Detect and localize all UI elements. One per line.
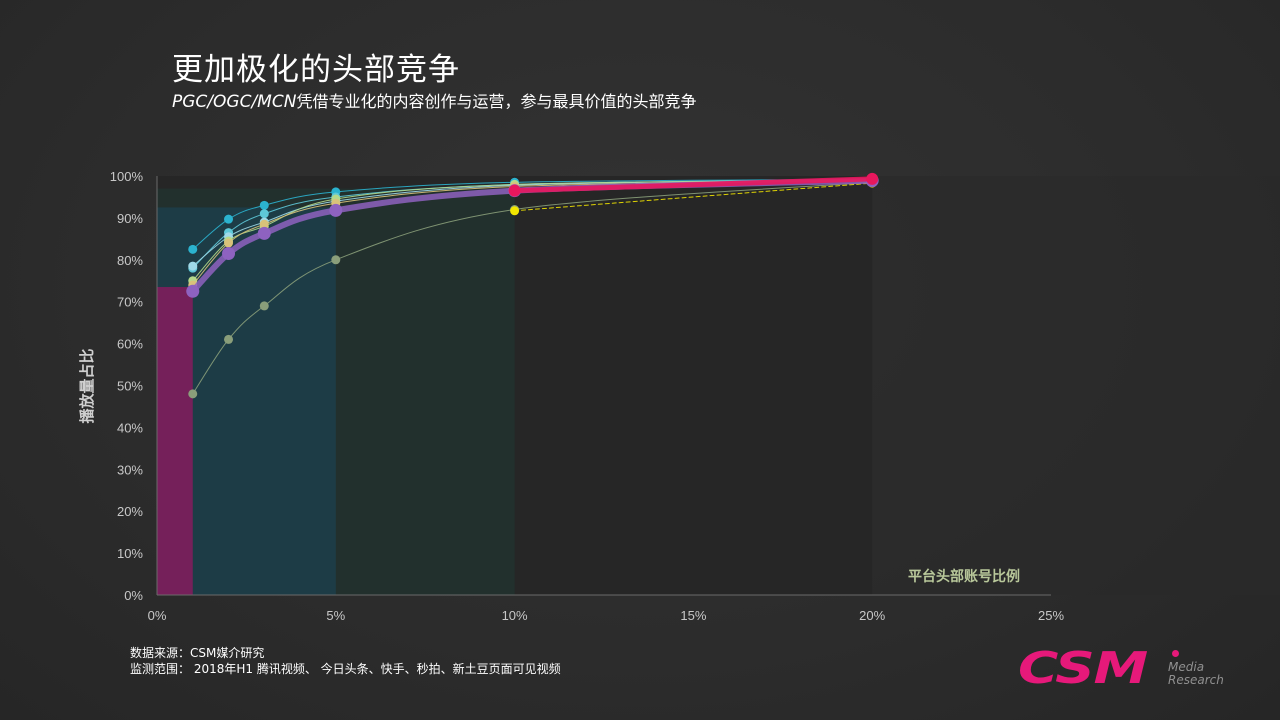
y-tick-label: 50%	[117, 379, 143, 394]
data-point-s2-0	[188, 261, 198, 271]
chart-labels: 0% 10% 20% 30% 40% 50% 60% 70% 80% 90% 100% 0% 5% 10%…	[78, 169, 1064, 623]
highlight-bands	[157, 176, 1280, 596]
data-point-s5-1	[224, 334, 234, 344]
logo-sub-line-1: Media	[1168, 660, 1205, 674]
scope-line: 监测范围： 2018年H1 腾讯视频、 今日头条、快手、秒拍、新土豆页面可见视频	[130, 662, 561, 676]
logo-sub-line-2: Research	[1168, 673, 1224, 687]
x-axis-title: 平台头部账号比例	[908, 568, 1020, 585]
x-tick-label: 5%	[326, 608, 345, 623]
y-tick-label: 60%	[117, 337, 143, 352]
series-line-8	[512, 176, 875, 194]
highlight-band-3	[157, 287, 193, 595]
data-point-s8-1	[866, 172, 879, 185]
x-tick-label: 25%	[1038, 608, 1064, 623]
x-tick-label: 20%	[859, 608, 885, 623]
data-point-s1-2	[259, 209, 269, 219]
logo-sub-text: Media Research	[1168, 661, 1224, 687]
data-point-s0-2	[259, 200, 269, 210]
data-point-s6-0	[510, 206, 520, 216]
data-point-s7-1	[222, 247, 236, 261]
data-point-s7-2	[257, 226, 271, 240]
y-axis-title: 播放量占比	[78, 348, 96, 423]
data-point-s4-2	[259, 219, 269, 229]
data-point-s8-0	[508, 184, 521, 197]
page-title: 更加极化的头部竞争	[172, 52, 460, 88]
y-tick-label: 40%	[117, 420, 143, 435]
data-point-s0-1	[224, 214, 234, 224]
y-tick-label: 90%	[117, 211, 143, 226]
y-tick-label: 10%	[117, 546, 143, 561]
data-point-s0-0	[188, 244, 198, 254]
y-tick-label: 30%	[117, 462, 143, 477]
data-point-s5-0	[188, 389, 198, 399]
subtitle-emphasis: PGC/OGC/MCN	[172, 92, 297, 112]
subtitle-text: 凭借专业化的内容创作与运营，参与最具价值的头部竞争	[296, 92, 697, 111]
data-point-s5-3	[331, 255, 341, 265]
data-point-s5-2	[259, 301, 269, 311]
data-point-s7-3	[329, 203, 343, 217]
x-tick-label: 15%	[680, 608, 706, 623]
data-point-s7-0	[186, 284, 200, 298]
logo-dot	[1172, 650, 1179, 657]
y-tick-label: 20%	[117, 504, 143, 519]
source-line: 数据来源：CSM媒介研究	[130, 646, 265, 660]
y-tick-label: 0%	[124, 588, 143, 603]
y-tick-label: 80%	[117, 253, 143, 268]
x-tick-label: 0%	[148, 608, 167, 623]
data-source: 数据来源：CSM媒介研究 监测范围： 2018年H1 腾讯视频、 今日头条、快手…	[130, 645, 610, 677]
chart-axes	[156, 176, 1051, 596]
y-tick-label: 100%	[110, 169, 144, 184]
page-subtitle: PGC/OGC/MCN凭借专业化的内容创作与运营，参与最具价值的头部竞争	[172, 92, 792, 112]
logo-main-text: CSM	[1018, 643, 1148, 694]
series-line-6	[514, 182, 873, 212]
x-tick-label: 10%	[502, 608, 528, 623]
chart-series	[186, 172, 879, 399]
csm-logo: CSM Media Research	[1018, 646, 1248, 692]
y-tick-label: 70%	[117, 295, 143, 310]
data-point-s4-1	[224, 238, 234, 248]
